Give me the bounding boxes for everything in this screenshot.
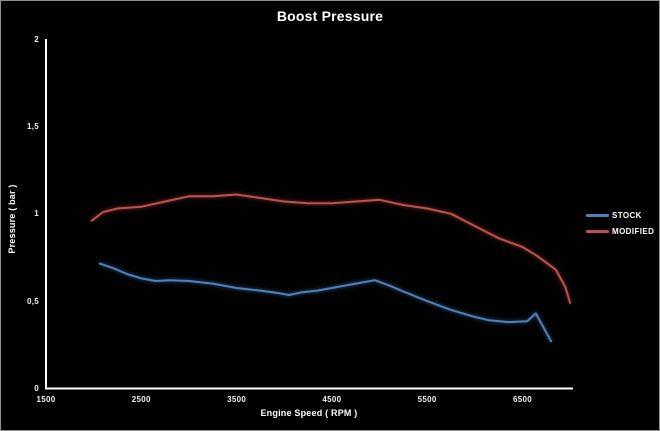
y-tick-label: 1,5 bbox=[26, 121, 39, 131]
legend-entry-stock: STOCK bbox=[586, 211, 654, 220]
y-tick-label: 0 bbox=[34, 384, 39, 393]
legend-entry-modified: MODIFIED bbox=[586, 227, 654, 236]
modified-line-swatch bbox=[586, 230, 609, 233]
y-tick-label: 0,5 bbox=[26, 296, 39, 306]
x-tick-label: 2500 bbox=[131, 395, 151, 404]
stock-line-swatch bbox=[586, 214, 609, 217]
modified-series-line bbox=[90, 193, 572, 304]
x-tick-label: 6500 bbox=[512, 395, 532, 404]
x-tick-label: 5500 bbox=[417, 395, 437, 404]
y-axis-title: Pressure ( bar ) bbox=[7, 184, 17, 254]
x-tick-label: 4500 bbox=[322, 395, 342, 404]
stock-series-line bbox=[98, 262, 553, 343]
legend-label-modified: MODIFIED bbox=[612, 227, 655, 236]
y-tick-label: 1 bbox=[34, 209, 39, 219]
legend: STOCK MODIFIED bbox=[586, 211, 654, 236]
x-tick-label: 1500 bbox=[36, 395, 56, 404]
y-tick-label: 2 bbox=[34, 34, 39, 44]
x-axis-title: Engine Speed ( RPM ) bbox=[260, 408, 358, 418]
x-tick-label: 3500 bbox=[227, 395, 247, 404]
legend-label-stock: STOCK bbox=[612, 211, 642, 220]
chart-title: Boost Pressure bbox=[276, 8, 384, 24]
